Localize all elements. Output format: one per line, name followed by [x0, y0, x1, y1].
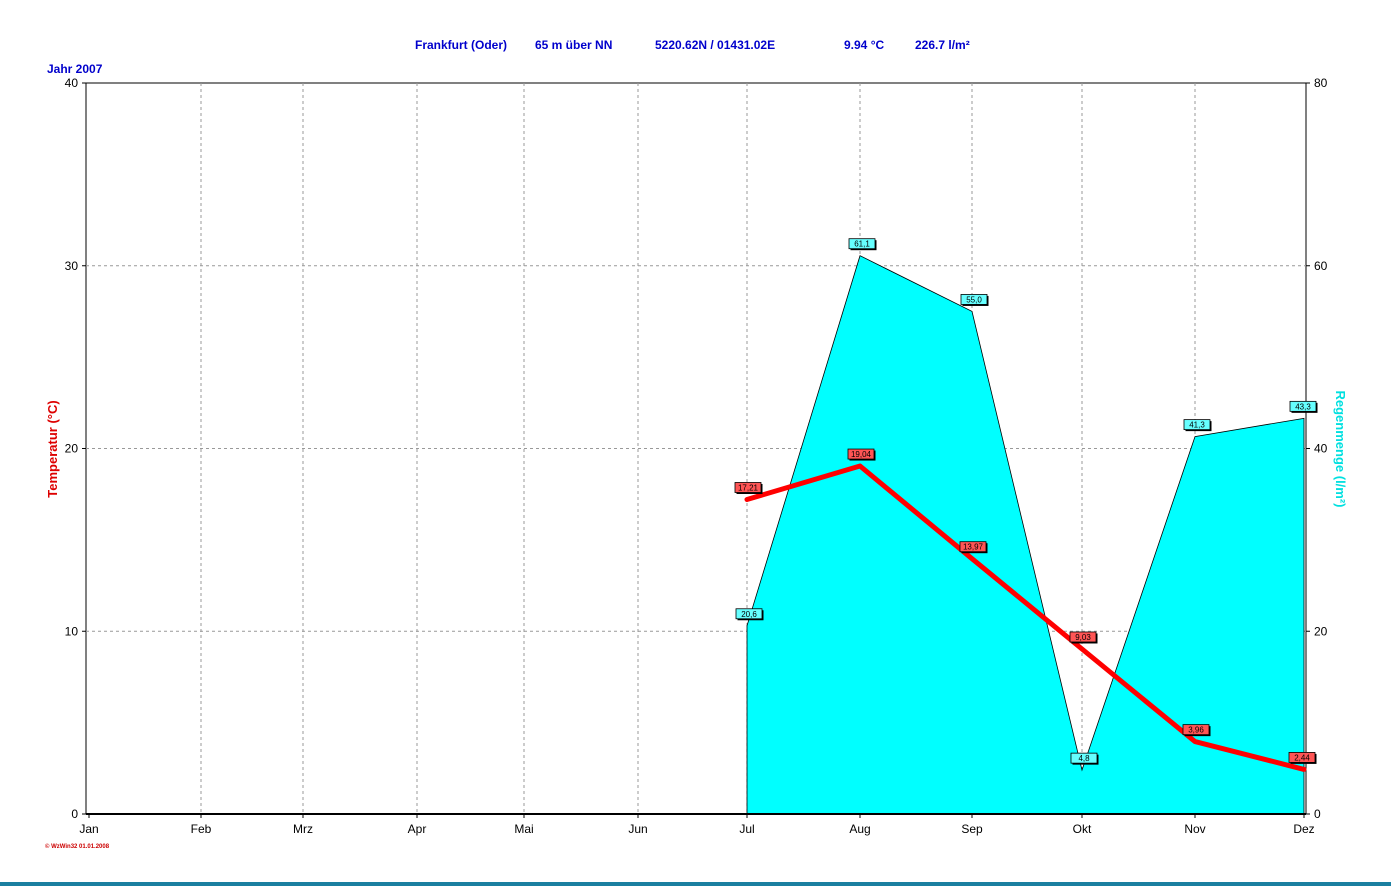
temperature-line-layer: [744, 463, 1307, 772]
rain-data-label-text: 55,0: [966, 295, 982, 304]
y-tick-label: 30: [65, 259, 79, 273]
x-tick-label: Jun: [628, 822, 647, 836]
rain-data-label: 20,6: [735, 608, 764, 621]
temp-data-label-box: [959, 541, 987, 553]
x-tick-label: Apr: [408, 822, 427, 836]
x-tick-label: Mai: [514, 822, 533, 836]
temp-data-label-box: [1182, 724, 1210, 736]
temp-data-label: 9,03: [1069, 631, 1098, 644]
temp-data-label: 17,21: [734, 482, 763, 494]
y2-tick-label: 40: [1314, 442, 1328, 456]
rain-area-layer: [746, 255, 1305, 815]
x-tick-label: Aug: [849, 822, 870, 836]
temp-data-label-text: 19,04: [851, 450, 872, 459]
x-tick-label: Okt: [1073, 822, 1092, 836]
x-tick-label: Jul: [739, 822, 754, 836]
temp-data-label-box: [1288, 752, 1316, 763]
year-label: Jahr 2007: [47, 62, 103, 76]
rain-data-label-box: [960, 294, 988, 305]
x-tick-label: Sep: [961, 822, 983, 836]
temp-data-label-text: 3,96: [1188, 726, 1204, 735]
temp-data-label-text: 9,03: [1075, 633, 1091, 642]
rain-data-label: 55,0: [960, 294, 989, 306]
temp-data-label-text: 2,44: [1294, 753, 1310, 762]
temp-data-label: 3,96: [1182, 724, 1211, 737]
station-altitude: 65 m über NN: [535, 38, 612, 52]
data-labels-layer: 20,6 61,1 55,0 4,8 41,3 43,3 17,21 19,04 13,97 9,…: [734, 238, 1318, 765]
station-name: Frankfurt (Oder): [415, 38, 507, 52]
temp-data-label: 2,44: [1288, 752, 1317, 764]
y2-axis-label-rain: Regenmenge (l/m²): [1333, 390, 1348, 507]
rain-data-label: 43,3: [1289, 400, 1318, 413]
y-tick-label: 0: [71, 807, 78, 821]
y2-tick-label: 0: [1314, 807, 1321, 821]
temp-data-label: 19,04: [847, 448, 876, 461]
temperature-line: [744, 463, 1307, 772]
x-tick-label: Feb: [191, 822, 212, 836]
rain-data-label-text: 43,3: [1295, 402, 1311, 411]
temp-data-label-text: 13,97: [963, 543, 984, 552]
grid-lines: [86, 83, 1306, 814]
rain-data-label: 61,1: [848, 238, 877, 251]
y-tick-label: 40: [65, 76, 79, 90]
rain-data-label-box: [735, 608, 763, 620]
y-tick-label: 10: [65, 624, 79, 638]
rain-data-label: 4,8: [1070, 752, 1099, 765]
rain-data-label: 41,3: [1183, 419, 1212, 432]
rain-data-label-text: 4,8: [1078, 754, 1090, 763]
footer-credit: © WzWin32 01.01.2008: [45, 843, 110, 850]
total-rainfall: 226.7 l/m²: [915, 38, 970, 52]
x-tick-label: Mrz: [293, 822, 313, 836]
station-coords: 5220.62N / 01431.02E: [655, 38, 775, 52]
rain-data-label-box: [1070, 752, 1098, 764]
rain-data-label-text: 20,6: [741, 610, 757, 619]
window-bottom-bar: [0, 882, 1391, 886]
rain-data-label-box: [848, 238, 876, 250]
y2-tick-label: 80: [1314, 76, 1328, 90]
rain-data-label-box: [1289, 400, 1317, 412]
temp-data-label-box: [1069, 631, 1097, 643]
rain-data-label-text: 61,1: [854, 240, 870, 249]
mean-temperature: 9.94 °C: [844, 38, 884, 52]
temp-data-label-box: [734, 482, 762, 493]
temp-data-label-text: 17,21: [738, 483, 759, 492]
y2-tick-label: 20: [1314, 624, 1328, 638]
rain-data-label-text: 41,3: [1189, 421, 1205, 430]
y-axis-label-temperature: Temperatur (°C): [45, 400, 60, 497]
temp-data-label: 13,97: [959, 541, 988, 554]
x-tick-label: Nov: [1184, 822, 1205, 836]
rain-area: [746, 255, 1305, 815]
y-tick-label: 20: [65, 442, 79, 456]
rain-data-label-box: [1183, 419, 1211, 431]
temp-data-label-box: [847, 448, 875, 460]
x-tick-label: Dez: [1293, 822, 1314, 836]
x-tick-label: Jan: [79, 822, 98, 836]
y2-tick-label: 60: [1314, 259, 1328, 273]
